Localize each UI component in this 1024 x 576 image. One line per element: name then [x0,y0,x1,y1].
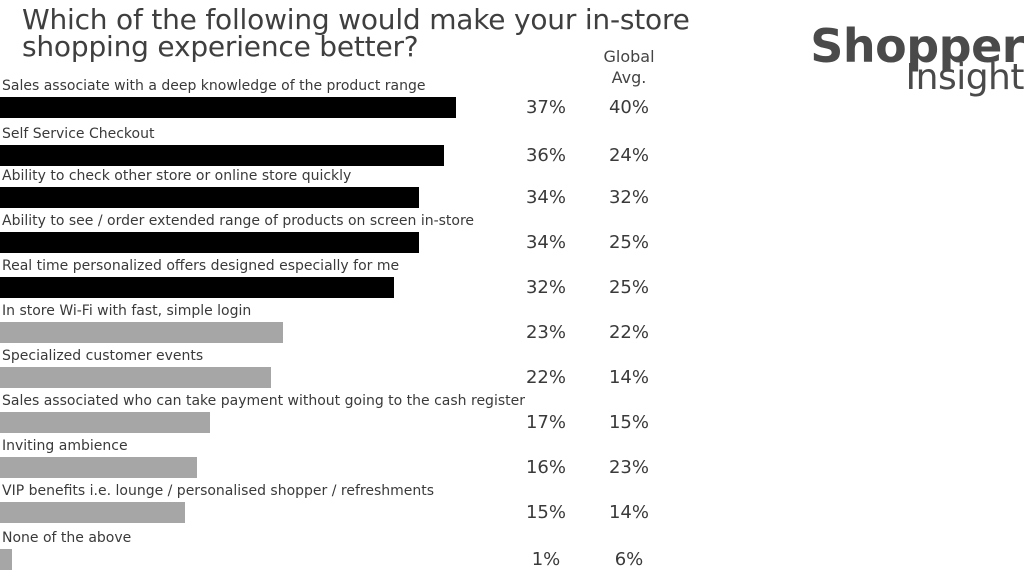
bar [0,502,185,523]
global-avg-label: 24% [608,145,649,166]
bar [0,322,283,343]
value-label: 34% [525,187,566,208]
value-label: 36% [525,145,566,166]
chart-title: Which of the following would make your i… [22,3,690,63]
value-label: 17% [525,412,566,433]
shopper-insight-logo: Shopper Insight [810,19,1024,98]
bar [0,367,271,388]
bar [0,145,444,166]
category-label: VIP benefits i.e. lounge / personalised … [2,483,435,499]
category-label: Sales associate with a deep knowledge of… [2,78,426,94]
bar [0,277,394,298]
value-label: 16% [525,457,566,478]
category-label: Self Service Checkout [2,126,155,142]
bar [0,549,12,570]
global-avg-label: 25% [608,232,649,253]
value-label: 15% [525,502,566,523]
bar [0,232,419,253]
value-label: 32% [525,277,566,298]
value-label: 37% [525,97,566,118]
global-avg-label: 22% [608,322,649,343]
global-avg-header: Global Avg. [603,47,655,87]
category-label: Specialized customer events [2,348,204,364]
global-avg-label: 15% [608,412,649,433]
category-label: In store Wi-Fi with fast, simple login [2,303,252,319]
value-label: 23% [525,322,566,343]
bar [0,97,456,118]
bar [0,412,210,433]
logo-line-2: Insight [905,57,1024,98]
category-label: Real time personalized offers designed e… [2,258,400,274]
category-label: Inviting ambience [2,438,128,454]
global-avg-label: 23% [608,457,649,478]
bar [0,187,419,208]
global-avg-label: 32% [608,187,649,208]
value-label: 34% [525,232,566,253]
global-avg-label: 40% [608,97,649,118]
value-label: 1% [531,549,561,570]
category-label: Ability to see / order extended range of… [2,213,475,229]
value-label: 22% [525,367,566,388]
logo-line-1: Shopper [810,19,1024,73]
global-avg-label: 14% [608,502,649,523]
category-label: Ability to check other store or online s… [2,168,352,184]
category-label: Sales associated who can take payment wi… [2,393,525,409]
bar [0,457,197,478]
global-avg-label: 25% [608,277,649,298]
global-avg-label: 14% [608,367,649,388]
category-label: None of the above [2,530,132,546]
global-avg-label: 6% [614,549,644,570]
